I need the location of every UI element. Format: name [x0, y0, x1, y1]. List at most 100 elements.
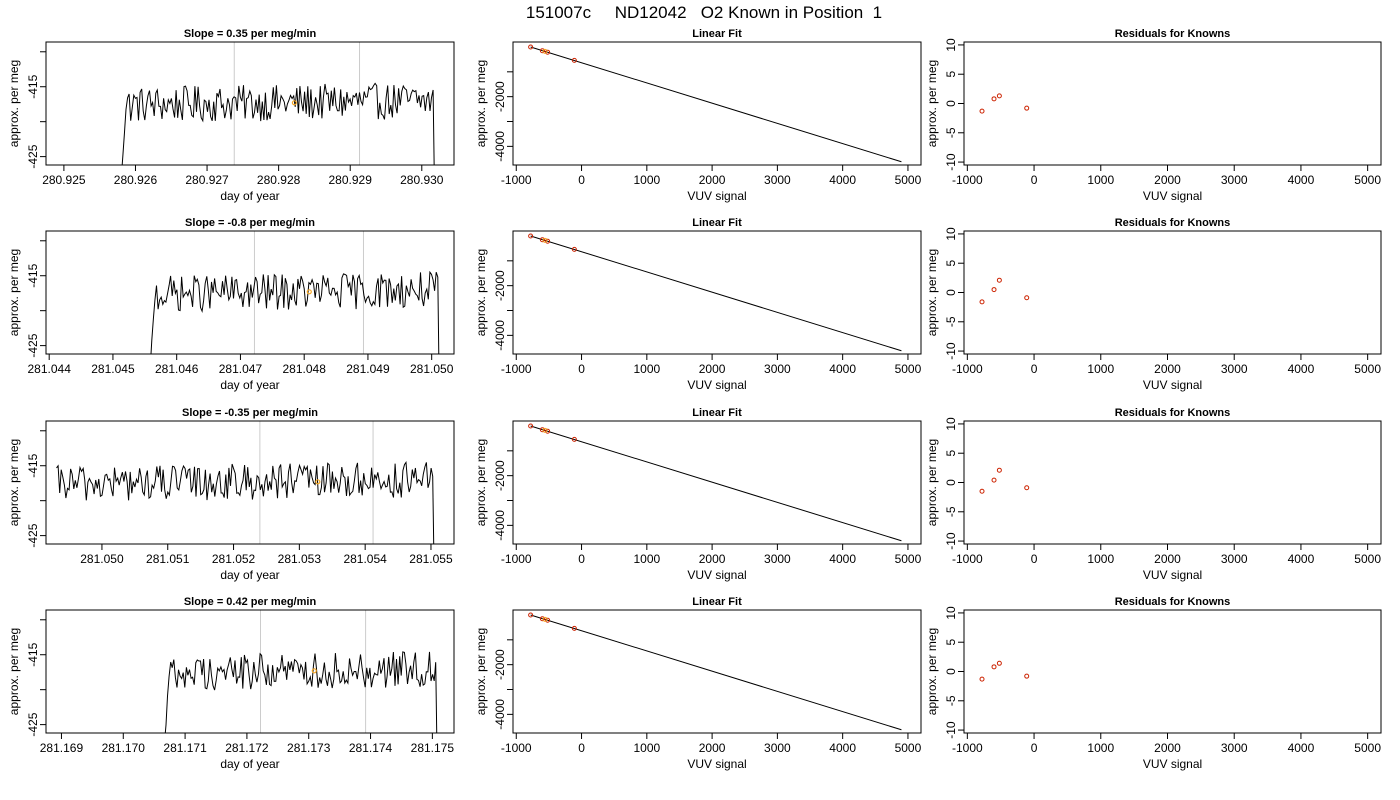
- x-axis-label: VUV signal: [1143, 568, 1202, 582]
- x-tick-label: -1000: [952, 362, 983, 376]
- x-tick-label: 281.050: [80, 552, 124, 566]
- plot-area: [528, 423, 902, 542]
- x-tick-label: 5000: [1354, 173, 1381, 187]
- x-tick-label: 281.174: [349, 741, 393, 755]
- data-point: [528, 612, 534, 618]
- residual-point: [979, 488, 985, 494]
- data-point: [571, 246, 577, 252]
- x-tick-label: -1000: [501, 552, 532, 566]
- x-tick-label: 5000: [1354, 362, 1381, 376]
- y-tick-label: -415: [26, 263, 40, 287]
- y-tick-label: -5: [944, 506, 958, 517]
- panel-title: Slope = -0.8 per meg/min: [185, 217, 315, 229]
- mean-marker: [306, 289, 312, 295]
- measurement-trace: [56, 460, 435, 544]
- plot-area: [150, 231, 440, 354]
- highlight-point: [542, 237, 548, 243]
- x-tick-label: 280.925: [42, 173, 86, 187]
- data-point: [539, 427, 545, 433]
- x-tick-label: 0: [1031, 362, 1038, 376]
- y-tick-label: -2000: [493, 81, 507, 112]
- y-tick-label: -4000: [493, 131, 507, 162]
- residual-point: [979, 676, 985, 682]
- y-tick-label: -2000: [493, 460, 507, 491]
- x-tick-label: 3000: [764, 362, 791, 376]
- panel-title: Slope = -0.35 per meg/min: [182, 407, 318, 419]
- mean-marker: [291, 100, 297, 106]
- x-tick-label: 0: [578, 741, 585, 755]
- y-tick-label: -2000: [493, 649, 507, 680]
- fit-line: [530, 614, 902, 731]
- plot-area: [528, 612, 902, 731]
- y-tick-label: -10: [944, 153, 958, 171]
- x-tick-label: 2000: [1154, 552, 1181, 566]
- y-tick-label: -10: [944, 342, 958, 360]
- x-tick-label: 281.046: [155, 362, 199, 376]
- y-tick-label: 0: [944, 668, 958, 675]
- panel-title: Residuals for Knowns: [1115, 217, 1231, 229]
- x-tick-label: 281.047: [219, 362, 263, 376]
- y-tick-label: -4000: [493, 320, 507, 351]
- highlight-point: [542, 427, 548, 433]
- x-tick-label: -1000: [501, 362, 532, 376]
- panel-3-1: Slope = -0.35 per meg/min 281.050 281.051 2…: [7, 407, 455, 582]
- highlight-point: [542, 48, 548, 54]
- panel-title: Linear Fit: [692, 407, 742, 419]
- x-tick-label: 281.172: [225, 741, 269, 755]
- data-point: [539, 616, 545, 622]
- y-tick-label: -10: [944, 721, 958, 739]
- x-axis-label: VUV signal: [687, 757, 746, 771]
- plot-frame: [963, 609, 1382, 734]
- y-tick-label: 10: [944, 227, 958, 241]
- y-axis-label: approx. per meg: [474, 60, 488, 147]
- x-axis-label: VUV signal: [1143, 378, 1202, 392]
- x-tick-label: 3000: [1221, 552, 1248, 566]
- x-tick-label: 4000: [1288, 741, 1315, 755]
- fit-line: [530, 46, 902, 163]
- data-point: [539, 48, 545, 54]
- y-tick-label: -425: [26, 712, 40, 736]
- plot-area: [979, 93, 1030, 114]
- x-tick-label: 280.929: [329, 173, 373, 187]
- x-tick-label: 3000: [764, 552, 791, 566]
- fit-line: [530, 425, 902, 542]
- residual-point: [1024, 105, 1030, 111]
- x-tick-label: 281.044: [27, 362, 71, 376]
- measurement-trace: [164, 651, 438, 733]
- panel-1-3: Residuals for Knowns -1000 0 1000 2000 3000 40…: [925, 28, 1382, 203]
- x-tick-label: 2000: [1154, 362, 1181, 376]
- y-tick-label: -425: [26, 523, 40, 547]
- data-point: [545, 238, 551, 244]
- y-tick-label: -2000: [493, 270, 507, 301]
- x-tick-label: 281.051: [146, 552, 190, 566]
- panel-2-1: Slope = -0.8 per meg/min 281.044 281.045 28…: [7, 217, 455, 392]
- x-tick-label: 280.928: [257, 173, 301, 187]
- residual-point: [1024, 485, 1030, 491]
- plot-area: [164, 610, 438, 733]
- x-tick-label: 2000: [699, 362, 726, 376]
- data-point: [545, 428, 551, 434]
- panel-title: Residuals for Knowns: [1115, 28, 1231, 40]
- y-tick-label: 5: [944, 639, 958, 646]
- x-tick-label: 1000: [1087, 173, 1114, 187]
- residual-point: [991, 287, 997, 293]
- x-tick-label: 2000: [1154, 741, 1181, 755]
- panel-title: Residuals for Knowns: [1115, 596, 1231, 608]
- x-tick-label: -1000: [501, 741, 532, 755]
- data-point: [545, 617, 551, 623]
- x-tick-label: 3000: [764, 741, 791, 755]
- x-tick-label: 3000: [1221, 741, 1248, 755]
- panel-2-3: Residuals for Knowns -1000 0 1000 2000 3000 40…: [925, 217, 1382, 392]
- x-tick-label: 281.048: [282, 362, 326, 376]
- x-tick-label: 281.173: [287, 741, 331, 755]
- x-tick-label: 4000: [1288, 173, 1315, 187]
- panel-1-1: Slope = 0.35 per meg/min 280.925 280.926 28…: [7, 28, 455, 203]
- x-tick-label: 281.055: [409, 552, 453, 566]
- y-axis-label: approx. per meg: [7, 439, 21, 526]
- x-tick-label: 281.170: [102, 741, 146, 755]
- panel-4-1: Slope = 0.42 per meg/min 281.169 281.170 28…: [7, 596, 455, 771]
- figure-title: 151007c ND12042 O2 Known in Position 1: [526, 3, 882, 22]
- y-tick-label: -5: [944, 127, 958, 138]
- plot-area: [979, 660, 1030, 682]
- plot-area: [979, 277, 1030, 305]
